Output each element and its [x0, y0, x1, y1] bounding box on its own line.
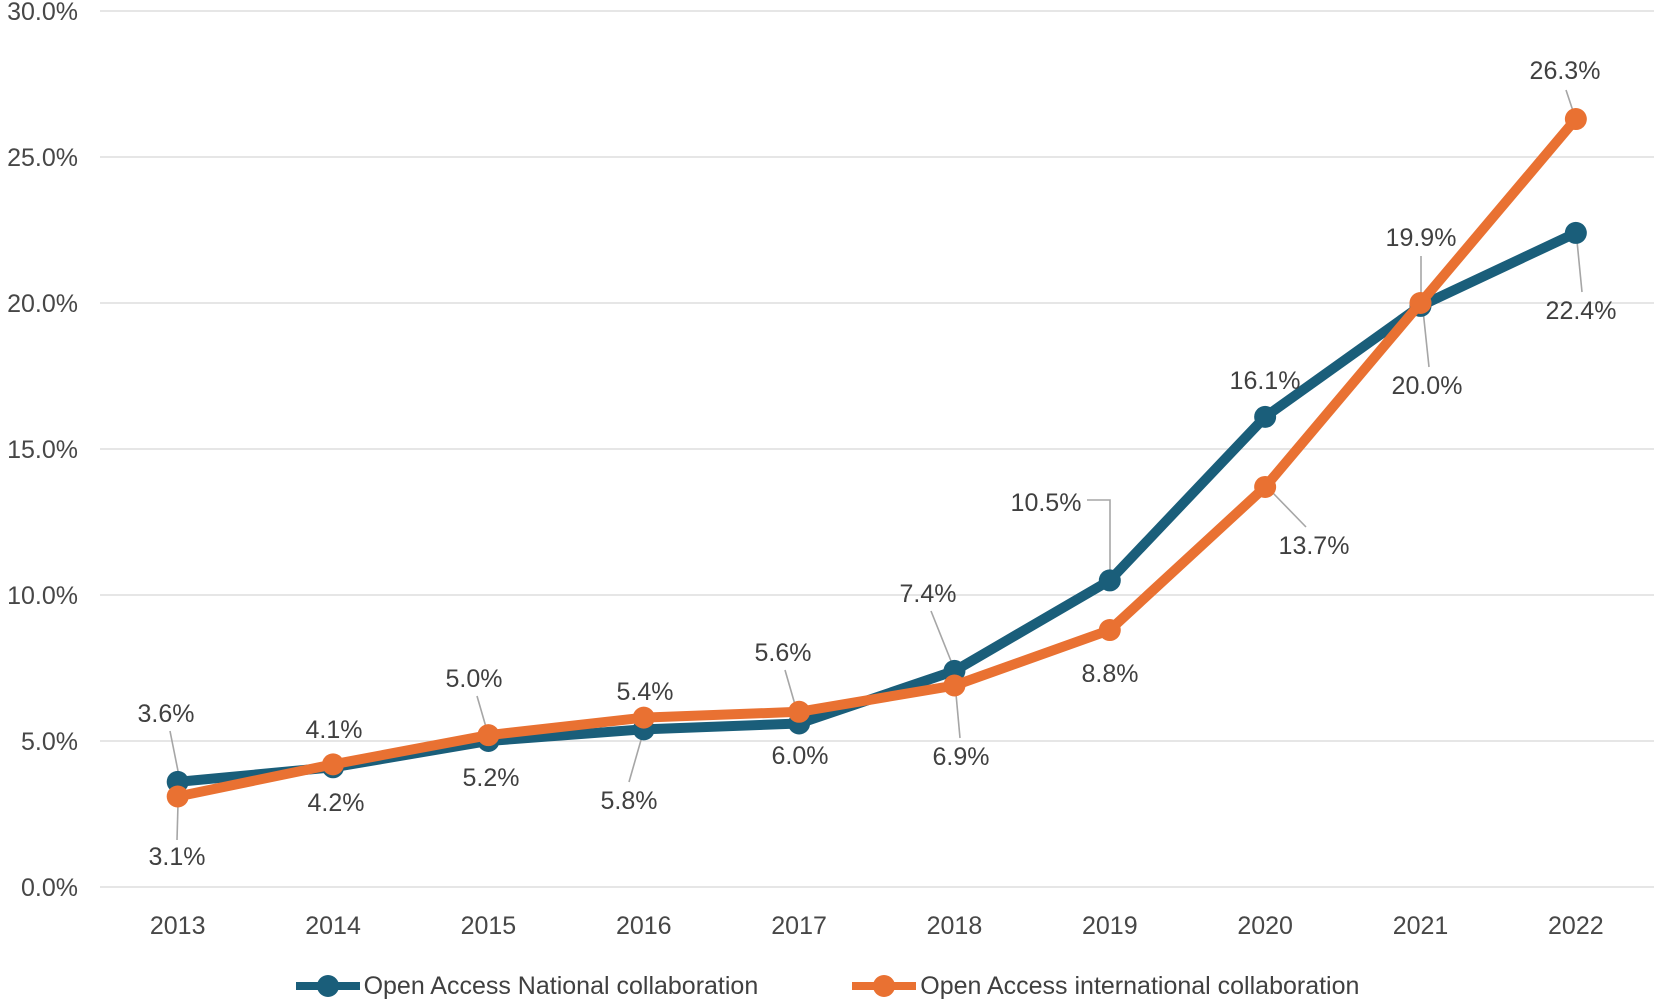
data-label-leader-line: [1271, 491, 1307, 528]
data-label: 16.1%: [1230, 367, 1301, 395]
x-axis-tick-label: 2017: [771, 912, 827, 940]
data-label: 4.2%: [308, 789, 365, 817]
x-axis-tick-label: 2019: [1082, 912, 1138, 940]
data-label: 3.1%: [149, 843, 206, 871]
data-label: 10.5%: [1011, 489, 1082, 517]
y-axis-tick-label: 15.0%: [7, 436, 78, 464]
x-axis-tick-label: 2015: [461, 912, 517, 940]
data-label: 5.2%: [463, 764, 520, 792]
data-label: 7.4%: [900, 580, 957, 608]
data-label: 3.6%: [138, 700, 195, 728]
chart-legend: Open Access National collaboration Open …: [0, 972, 1654, 1000]
data-label-leader-line: [1576, 240, 1583, 293]
data-point-marker: [322, 753, 345, 776]
data-label-leader-line: [930, 610, 954, 667]
data-label-leader-line: [1565, 89, 1574, 112]
national-series-marker-icon: [295, 975, 360, 997]
data-label-leader-line: [176, 803, 179, 841]
data-point-marker: [1254, 405, 1277, 428]
data-label-leader-line: [1087, 499, 1111, 572]
x-axis-tick-label: 2022: [1548, 912, 1604, 940]
data-point-marker: [632, 706, 655, 729]
legend-label-national: Open Access National collaboration: [363, 971, 759, 1000]
data-label-leader-line: [955, 693, 961, 739]
data-label: 20.0%: [1392, 372, 1463, 400]
data-label: 5.0%: [446, 665, 503, 693]
data-label: 13.7%: [1279, 532, 1350, 560]
y-axis-tick-label: 10.0%: [7, 582, 78, 610]
data-label: 5.8%: [601, 787, 658, 815]
data-point-marker: [1409, 292, 1432, 314]
x-axis-tick-label: 2013: [150, 912, 206, 940]
legend-item-national: Open Access National collaboration: [295, 971, 759, 1000]
data-point-marker: [1564, 108, 1587, 131]
series-line-international: [172, 114, 1581, 802]
data-point-marker: [788, 700, 811, 723]
y-axis-tick-label: 20.0%: [7, 290, 78, 318]
data-label: 6.9%: [933, 743, 990, 771]
data-point-marker: [1254, 475, 1277, 498]
x-axis-tick-label: 2016: [616, 912, 672, 940]
data-point-marker: [1098, 569, 1121, 592]
y-axis-tick-label: 5.0%: [21, 728, 78, 756]
data-point-marker: [166, 785, 189, 808]
data-label: 5.4%: [617, 678, 674, 706]
international-series-marker-icon: [852, 975, 917, 997]
y-axis-tick-label: 25.0%: [7, 144, 78, 172]
data-label-leader-line: [1422, 309, 1430, 368]
data-label: 22.4%: [1546, 297, 1617, 325]
data-label: 6.0%: [772, 742, 829, 770]
y-axis-tick-label: 0.0%: [21, 874, 78, 902]
x-axis-tick-label: 2018: [927, 912, 983, 940]
data-label: 19.9%: [1386, 224, 1457, 252]
x-axis-tick-label: 2014: [305, 912, 361, 940]
y-axis-tick-label: 30.0%: [7, 0, 78, 26]
x-axis-tick-label: 2020: [1237, 912, 1293, 940]
data-label: 26.3%: [1530, 57, 1601, 85]
data-label: 8.8%: [1082, 660, 1139, 688]
data-label: 4.1%: [306, 716, 363, 744]
legend-label-international: Open Access international collaboration: [920, 971, 1360, 1000]
x-axis-tick-label: 2021: [1393, 912, 1449, 940]
data-point-marker: [943, 674, 966, 697]
data-label: 5.6%: [755, 639, 812, 667]
data-point-marker: [1098, 619, 1121, 642]
data-point-marker: [477, 724, 500, 747]
legend-item-international: Open Access international collaboration: [851, 972, 1359, 1000]
data-label-leader-line: [169, 730, 180, 777]
data-point-marker: [1564, 221, 1587, 244]
